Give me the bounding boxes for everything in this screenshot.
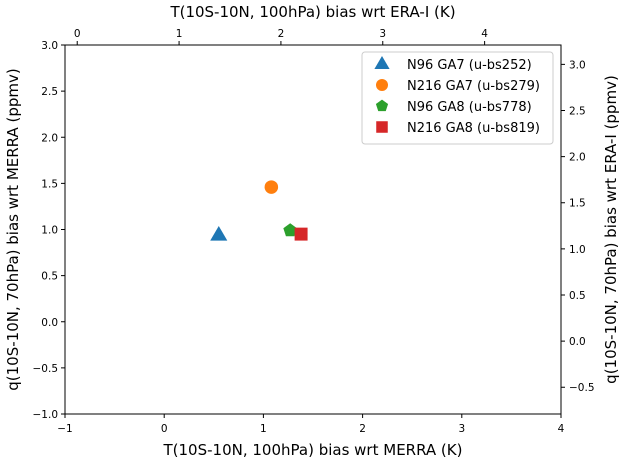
- x-tick-label: 1: [260, 423, 267, 435]
- y-right-tick-label: 2.0: [569, 152, 586, 164]
- legend-label: N216 GA8 (u-bs819): [407, 121, 540, 136]
- y-tick-label: 0.5: [41, 271, 58, 283]
- x-tick-label: 3: [458, 423, 465, 435]
- data-point-circle: [264, 180, 279, 194]
- y-tick-label: 0.0: [41, 317, 58, 329]
- x-top-tick-label: 1: [176, 28, 183, 40]
- y-right-axis-title: q(10S-10N, 70hPa) bias wrt ERA-I (ppmv): [602, 75, 620, 384]
- x-top-tick-label: 3: [379, 28, 386, 40]
- data-point-square: [294, 227, 308, 241]
- x-tick-label: −1: [57, 423, 72, 435]
- y-tick-label: 1.0: [41, 225, 58, 237]
- legend-marker-square: [376, 121, 388, 133]
- legend-label: N96 GA7 (u-bs252): [407, 58, 532, 73]
- y-axis-title: q(10S-10N, 70hPa) bias wrt MERRA (ppmv): [4, 68, 22, 391]
- legend-marker-circle: [376, 79, 388, 91]
- legend-marker-pentagon: [375, 99, 389, 112]
- y-right-tick-label: 0.5: [569, 290, 586, 302]
- y-tick-label: −1.0: [33, 409, 59, 421]
- x-top-tick-label: 0: [74, 28, 81, 40]
- data-point-triangle: [210, 226, 228, 241]
- x-top-tick-label: 4: [481, 28, 488, 40]
- x-tick-label: 0: [161, 423, 168, 435]
- x-top-tick-label: 2: [278, 28, 285, 40]
- x-tick-label: 2: [359, 423, 366, 435]
- legend-label: N216 GA7 (u-bs279): [407, 79, 540, 94]
- x-tick-label: 4: [558, 423, 565, 435]
- y-right-tick-label: 0.0: [569, 336, 586, 348]
- data-point-pentagon: [283, 223, 298, 237]
- legend-marker-triangle: [374, 56, 390, 69]
- y-tick-label: −0.5: [33, 363, 59, 375]
- y-tick-label: 1.5: [41, 178, 58, 190]
- y-right-tick-label: 1.5: [569, 198, 586, 210]
- x-axis-title: T(10S-10N, 100hPa) bias wrt MERRA (K): [163, 441, 463, 459]
- y-tick-label: 3.0: [41, 40, 58, 52]
- legend-box: [361, 51, 554, 145]
- y-right-tick-label: 3.0: [569, 59, 586, 71]
- x-top-axis-title: T(10S-10N, 100hPa) bias wrt ERA-I (K): [169, 3, 455, 21]
- y-tick-label: 2.5: [41, 86, 58, 98]
- y-tick-label: 2.0: [41, 132, 58, 144]
- y-right-tick-label: 1.0: [569, 244, 586, 256]
- y-right-tick-label: −0.5: [569, 382, 595, 394]
- y-right-tick-label: 2.5: [569, 105, 586, 117]
- legend-label: N96 GA8 (u-bs778): [407, 100, 532, 115]
